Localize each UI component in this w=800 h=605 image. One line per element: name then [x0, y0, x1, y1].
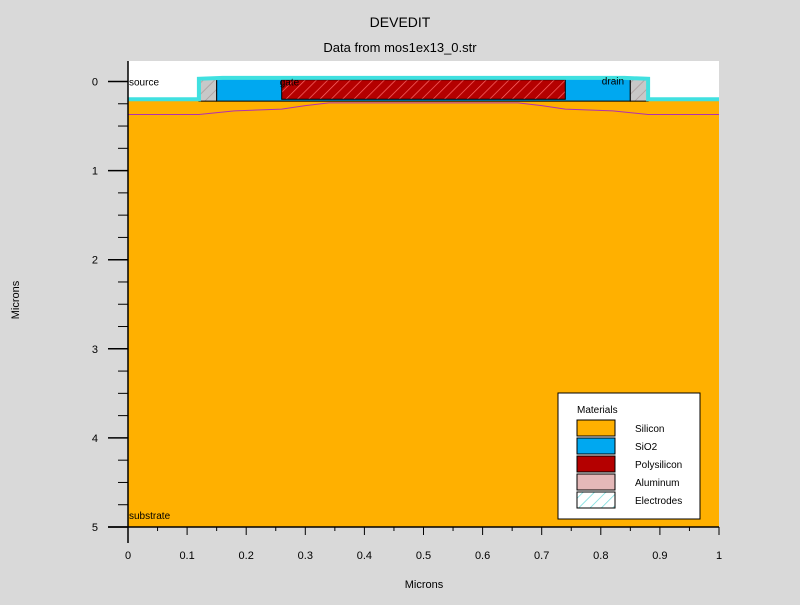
x-tick-label-0.4: 0.4	[357, 550, 372, 562]
y-tick-label-1: 1	[92, 166, 98, 178]
axes: 0 0.1 0.2 0.3 0.4 0.5 0.6 0.7 0.8 0.9 1 0 1 2 3 4 5	[92, 61, 722, 562]
legend-label-electrodes: Electrodes	[635, 496, 682, 507]
region-label-source: source	[129, 77, 159, 88]
y-tick-label-3: 3	[92, 344, 98, 356]
x-tick-label-0.9: 0.9	[652, 550, 667, 562]
legend-label-aluminum: Aluminum	[635, 478, 679, 489]
x-tick-label-0.3: 0.3	[298, 550, 313, 562]
legend-title: Materials	[577, 405, 618, 416]
legend-swatch-sio2	[576, 437, 616, 455]
region-polysilicon-2	[281, 79, 566, 100]
x-tick-label-0.8: 0.8	[593, 550, 608, 562]
electrode-outline-0	[128, 75, 719, 102]
legend-swatch-silicon	[576, 419, 616, 437]
legend-swatch-aluminum	[576, 473, 616, 491]
legend-swatch-electrodes	[576, 491, 616, 509]
region-label-drain: drain	[602, 76, 624, 87]
y-tick-label-0: 0	[92, 76, 98, 88]
y-tick-label-5: 5	[92, 522, 98, 534]
x-axis-label: Microns	[405, 579, 444, 591]
region-aluminum-4	[629, 78, 649, 102]
legend-label-polysilicon: Polysilicon	[635, 460, 682, 471]
y-tick-label-4: 4	[92, 433, 98, 445]
chart-title: DEVEDIT	[370, 14, 431, 30]
x-tick-label-1: 1	[716, 550, 722, 562]
legend-label-silicon: Silicon	[635, 424, 664, 435]
x-tick-label-0: 0	[125, 550, 131, 562]
x-tick-label-0.2: 0.2	[239, 550, 254, 562]
x-tick-label-0.1: 0.1	[179, 550, 194, 562]
y-tick-label-2: 2	[92, 255, 98, 267]
legend-label-sio2: SiO2	[635, 442, 658, 453]
x-tick-label-0.7: 0.7	[534, 550, 549, 562]
junction-line	[128, 102, 719, 115]
x-tick-label-0.6: 0.6	[475, 550, 490, 562]
x-tick-label-0.5: 0.5	[416, 550, 431, 562]
region-label-gate: gate	[280, 77, 300, 88]
y-axis-label: Microns	[10, 280, 22, 319]
region-aluminum-3	[198, 78, 218, 102]
legend: Materials Silicon SiO2 Polysilicon Aluminum E…	[557, 392, 701, 520]
chart-subtitle: Data from mos1ex13_0.str	[323, 40, 477, 55]
region-label-substrate: substrate	[129, 511, 171, 522]
legend-swatch-polysilicon	[576, 455, 616, 473]
